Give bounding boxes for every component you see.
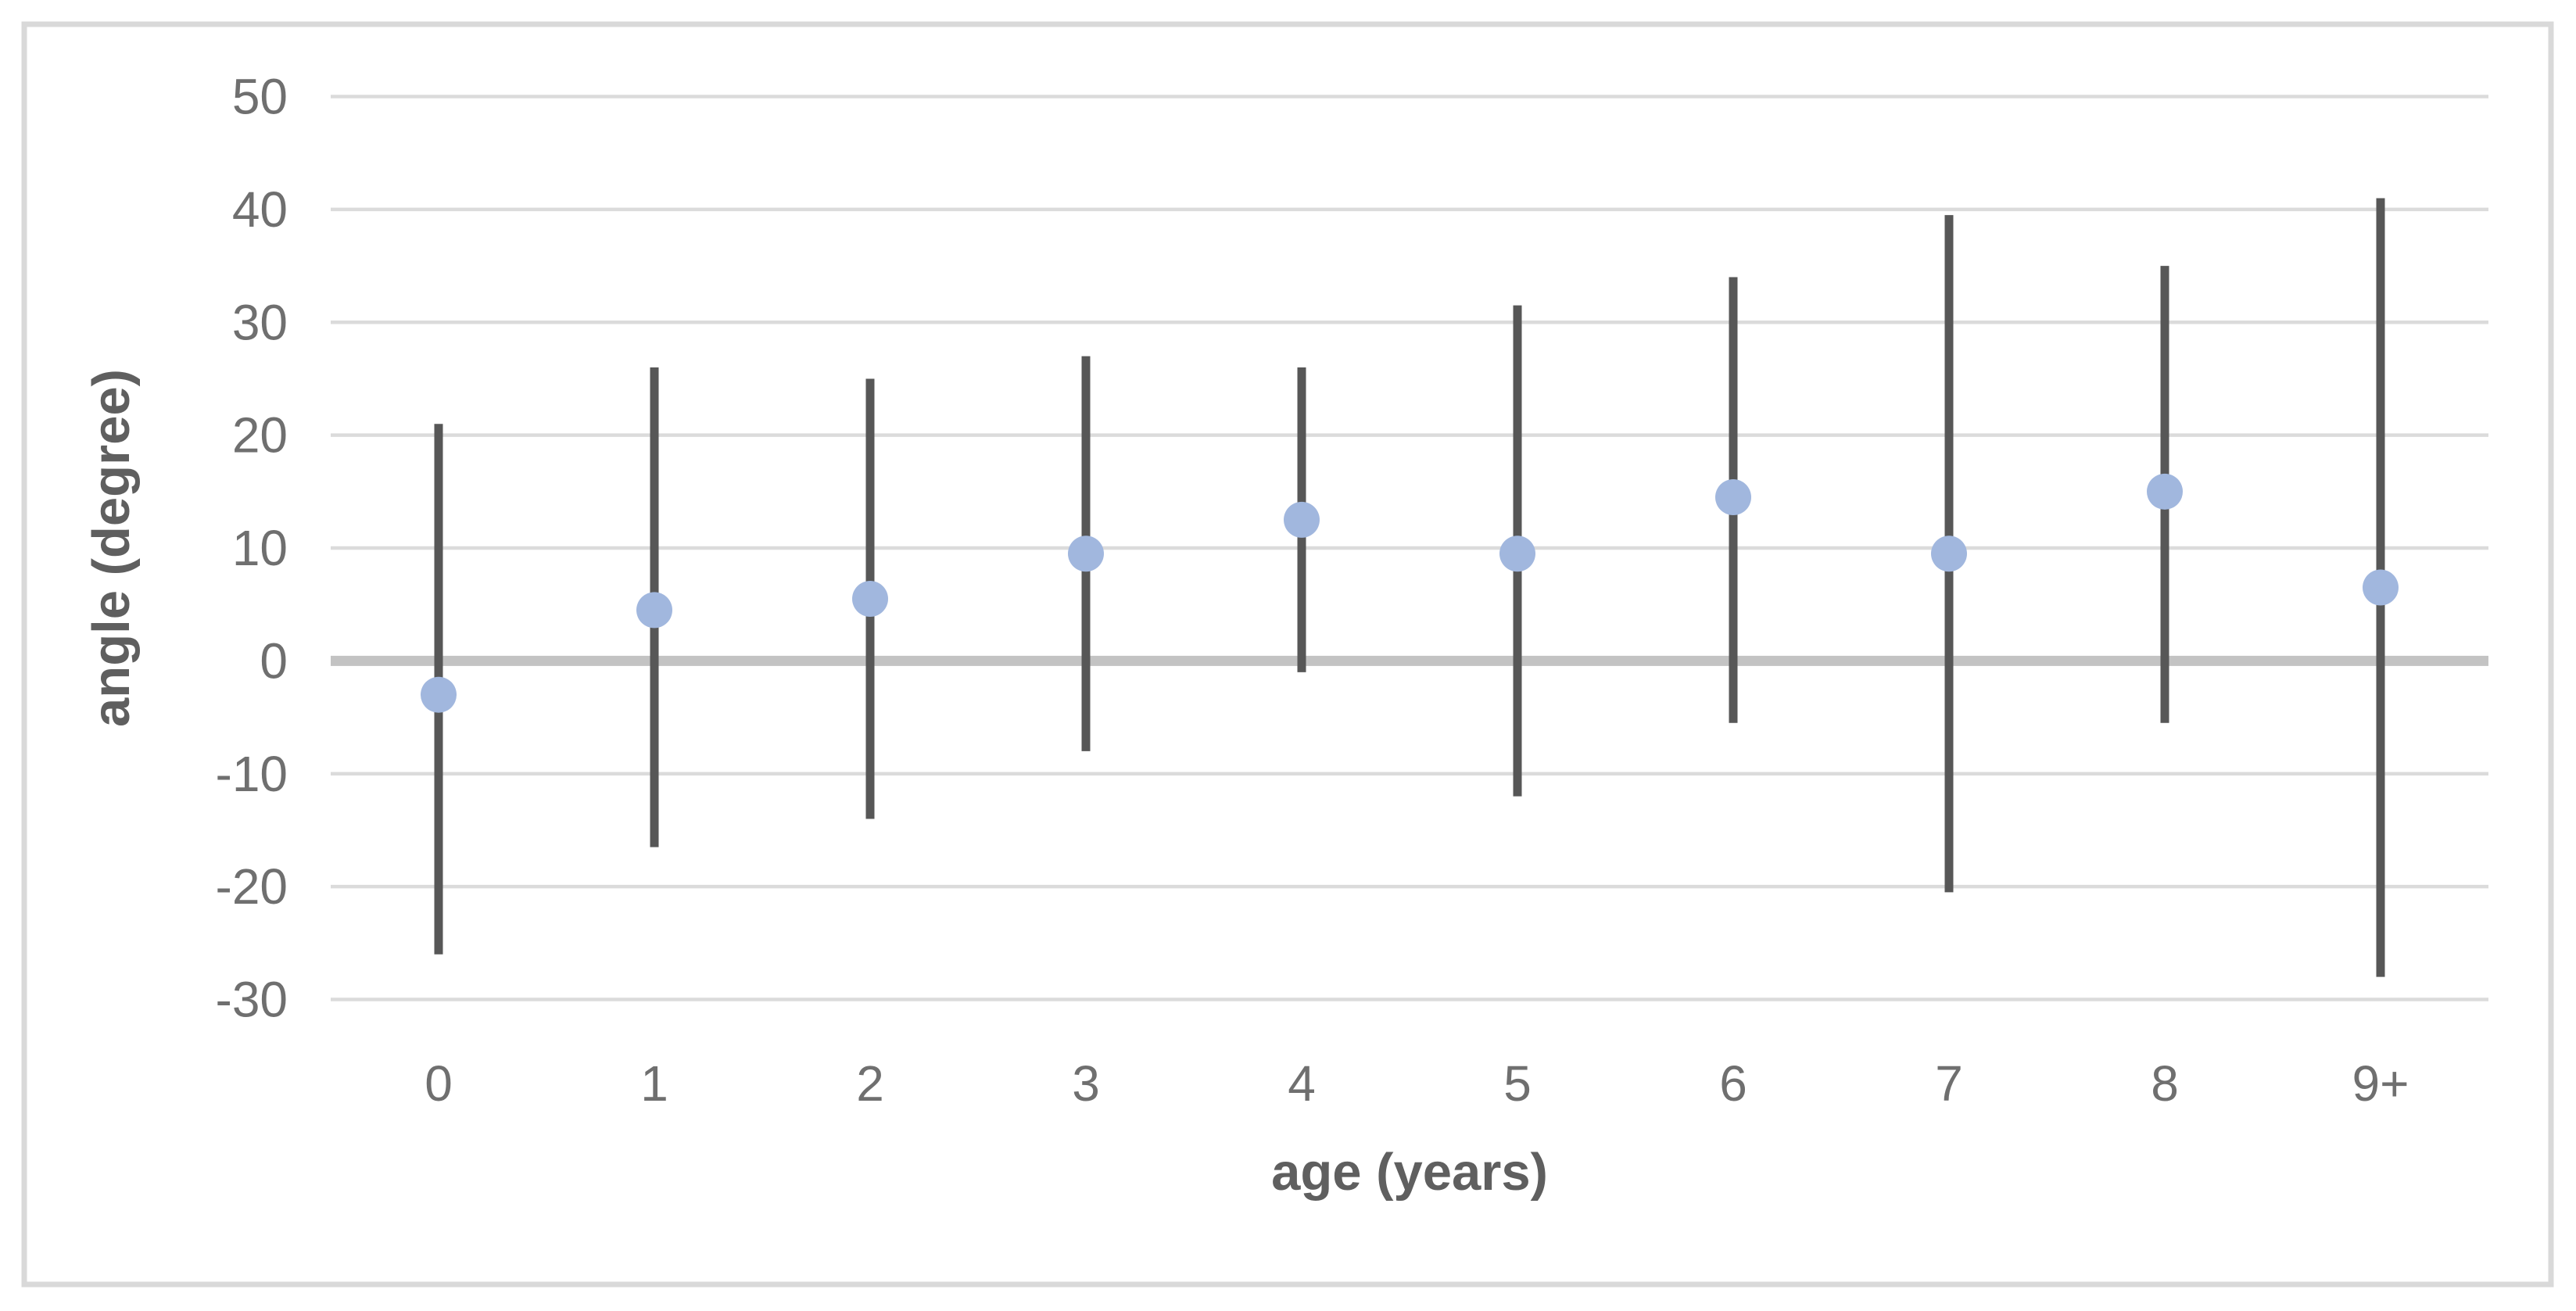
data-point-age-3 bbox=[1068, 536, 1104, 572]
data-point-age-6 bbox=[1715, 479, 1751, 516]
y-tick-label--20: -20 bbox=[216, 858, 288, 915]
x-tick-label-4: 4 bbox=[1288, 1055, 1316, 1112]
y-tick-label--30: -30 bbox=[216, 972, 288, 1028]
y-axis-title: angle (degree) bbox=[82, 369, 141, 727]
x-tick-label-6: 6 bbox=[1719, 1055, 1747, 1112]
x-tick-label-2: 2 bbox=[856, 1055, 884, 1112]
gridlines-group bbox=[331, 95, 2488, 1001]
x-tick-label-5: 5 bbox=[1503, 1055, 1532, 1112]
x-tick-label-1: 1 bbox=[640, 1055, 668, 1112]
data-point-age-0 bbox=[421, 676, 457, 713]
data-point-age-7 bbox=[1931, 536, 1967, 572]
x-axis-title: age (years) bbox=[1271, 1143, 1548, 1202]
data-point-age-8 bbox=[2147, 473, 2183, 510]
y-tick-label-40: 40 bbox=[232, 181, 288, 238]
y-tick-label-20: 20 bbox=[232, 407, 288, 464]
data-point-age-5 bbox=[1499, 536, 1535, 572]
x-tick-label-8: 8 bbox=[2151, 1055, 2179, 1112]
x-tick-label-3: 3 bbox=[1072, 1055, 1100, 1112]
x-tick-label-7: 7 bbox=[1935, 1055, 1963, 1112]
data-point-age-9+ bbox=[2363, 569, 2399, 606]
x-tick-label-0: 0 bbox=[425, 1055, 453, 1112]
y-tick-label-0: 0 bbox=[260, 632, 288, 689]
y-axis-tick-labels: 50 40 30 20 10 0 -10 -20 -30 bbox=[216, 69, 288, 1028]
y-tick-label--10: -10 bbox=[216, 746, 288, 802]
x-tick-label-9+: 9+ bbox=[2352, 1055, 2409, 1112]
y-tick-label-10: 10 bbox=[232, 520, 288, 576]
data-point-age-1 bbox=[636, 592, 672, 629]
chart-frame-border bbox=[21, 21, 2554, 1288]
data-points-group bbox=[421, 473, 2399, 713]
y-tick-label-30: 30 bbox=[232, 294, 288, 350]
data-point-age-2 bbox=[852, 580, 888, 617]
data-point-age-4 bbox=[1284, 501, 1320, 538]
x-axis-tick-labels: 0 1 2 3 4 5 6 7 8 9+ bbox=[425, 1055, 2409, 1112]
y-tick-label-50: 50 bbox=[232, 69, 288, 125]
